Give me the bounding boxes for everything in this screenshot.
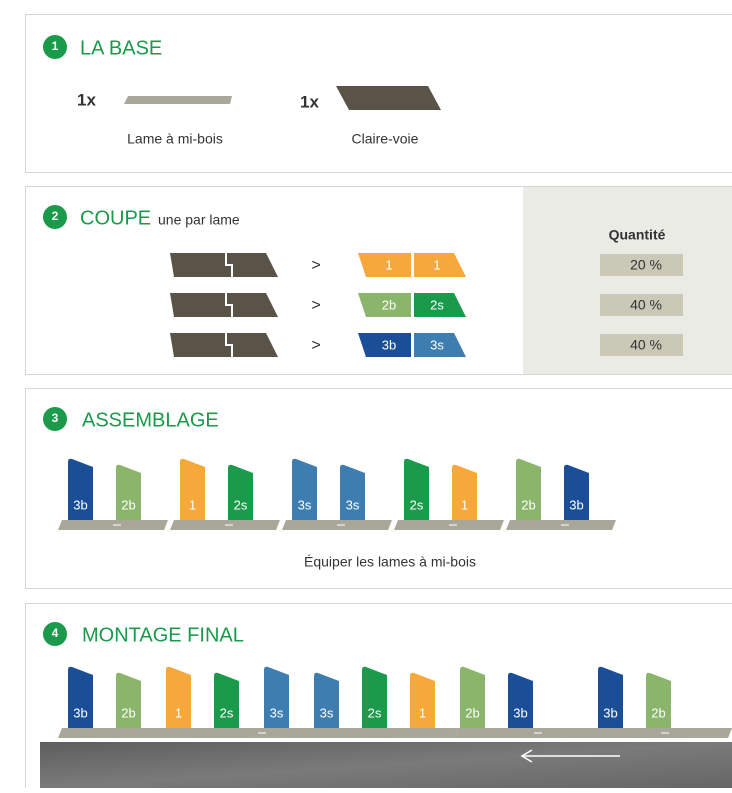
- count: 1x: [300, 92, 319, 111]
- section-title: MONTAGE FINAL: [82, 624, 244, 646]
- quantity: 40 %: [630, 297, 662, 313]
- quantity: 40 %: [630, 337, 662, 353]
- piece-label: 2b: [465, 705, 479, 720]
- piece-label: 3s: [430, 337, 444, 352]
- piece-label: 3b: [569, 497, 583, 512]
- piece-label: 1: [175, 705, 182, 720]
- piece-label: 3b: [603, 705, 617, 720]
- caption: Équiper les lames à mi-bois: [304, 554, 476, 570]
- piece-label: 3s: [346, 497, 360, 512]
- piece-label: 1: [385, 257, 392, 272]
- piece-label: 3b: [73, 497, 87, 512]
- piece-label: 2b: [521, 497, 535, 512]
- quantity-header: Quantité: [609, 227, 666, 243]
- piece-label: 3s: [298, 497, 312, 512]
- slat: [170, 293, 278, 317]
- item-label: Claire-voie: [352, 131, 419, 147]
- step-number: 3: [52, 411, 59, 425]
- count: 1x: [77, 90, 96, 109]
- section-title: LA BASE: [80, 37, 162, 59]
- slat: [170, 253, 278, 277]
- piece-label: 2s: [430, 297, 444, 312]
- slat: [336, 86, 441, 110]
- step-number: 2: [52, 209, 59, 223]
- piece-label: 2s: [410, 497, 424, 512]
- piece-label: 3s: [270, 705, 284, 720]
- quantity: 20 %: [630, 257, 662, 273]
- piece-label: 3b: [382, 337, 396, 352]
- piece-label: 2s: [368, 705, 382, 720]
- piece-label: 2s: [220, 705, 234, 720]
- piece-label: 3s: [320, 705, 334, 720]
- step-number: 4: [52, 626, 59, 640]
- piece-label: 2b: [121, 497, 135, 512]
- piece-label: 1: [419, 705, 426, 720]
- piece-label: 1: [189, 497, 196, 512]
- concrete-floor: [40, 742, 732, 788]
- section-title: ASSEMBLAGE: [82, 409, 219, 431]
- arrow: >: [311, 257, 320, 274]
- arrow: >: [311, 297, 320, 314]
- section-title: COUPE: [80, 207, 151, 229]
- item-label: Lame à mi-bois: [127, 131, 223, 147]
- piece-label: 1: [433, 257, 440, 272]
- slat: [170, 333, 278, 357]
- piece-label: 2b: [651, 705, 665, 720]
- piece-label: 2s: [234, 497, 248, 512]
- piece-label: 3b: [513, 705, 527, 720]
- plank: [124, 96, 232, 104]
- step-number: 1: [52, 39, 59, 53]
- arrow: >: [311, 337, 320, 354]
- piece-label: 2b: [382, 297, 396, 312]
- piece-label: 2b: [121, 705, 135, 720]
- piece-label: 3b: [73, 705, 87, 720]
- section-subtitle: une par lame: [158, 212, 240, 228]
- piece-label: 1: [461, 497, 468, 512]
